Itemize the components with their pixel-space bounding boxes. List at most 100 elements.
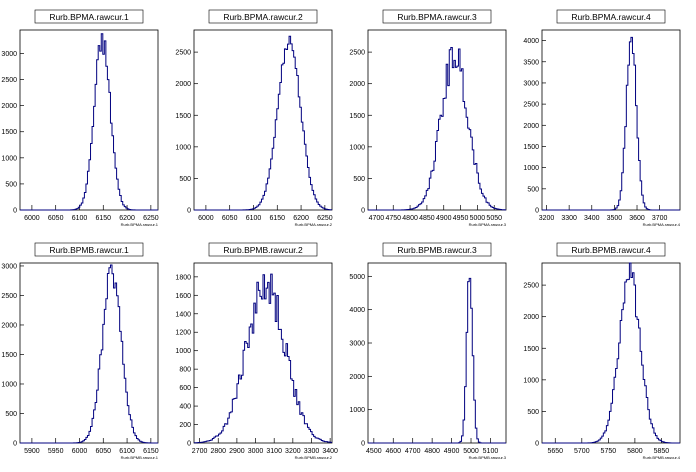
x-tick-label: 4700 [405,448,421,455]
plot-frame [19,262,159,444]
x-tick-label: 5700 [574,448,590,455]
y-tick-label: 3500 [523,59,539,66]
x-tick-label: 3300 [304,448,320,455]
x-tick-label: 3300 [561,215,577,222]
x-tick-label: 5750 [601,448,617,455]
histogram-line [194,273,332,444]
x-tick-label: 6100 [72,215,88,222]
y-tick-label: 1000 [175,348,191,355]
x-tick-label: 4500 [366,448,382,455]
y-tick-label: 1600 [175,293,191,300]
x-tick-label: 4750 [385,215,401,222]
y-tick-label: 1000 [349,407,365,414]
x-tick-label: 6100 [119,448,135,455]
y-tick-label: 3000 [523,80,539,87]
x-tick-label: 6150 [143,448,159,455]
x-axis-label: Rurb.BPMB.rawcur.1 [121,455,159,460]
title-box [34,242,144,257]
y-tick-label: 3000 [349,341,365,348]
chart-title: Rurb.BPMA.rawcur.4 [571,12,651,22]
x-tick-label: 2700 [192,448,208,455]
plot-frame [193,262,333,444]
x-tick-label: 5900 [24,448,40,455]
histogram-line [194,35,332,211]
chart-title: Rurb.BPMB.rawcur.3 [397,245,477,255]
x-axis-label: Rurb.BPMA.rawcur.2 [295,222,333,227]
y-tick-label: 1500 [175,113,191,120]
x-tick-label: 6000 [72,448,88,455]
y-tick-label: 0 [361,208,365,215]
x-axis-label: Rurb.BPMA.rawcur.3 [469,222,507,227]
x-axis-label: Rurb.BPMB.rawcur.2 [295,455,333,460]
y-tick-label: 2500 [523,283,539,290]
x-tick-label: 6000 [24,215,40,222]
x-axis-label: Rurb.BPMA.rawcur.1 [121,222,159,227]
x-tick-label: 3200 [285,448,301,455]
x-tick-label: 4700 [369,215,385,222]
plot-frame [193,29,333,211]
y-tick-label: 0 [535,208,539,215]
y-tick-label: 400 [179,404,191,411]
histogram-line [20,264,158,444]
y-tick-label: 500 [5,181,17,188]
x-tick-label: 4600 [385,448,401,455]
x-tick-label: 4900 [436,215,452,222]
chart-title: Rurb.BPMA.rawcur.1 [49,12,129,22]
y-tick-label: 1500 [349,113,365,120]
x-tick-label: 6150 [95,215,111,222]
y-tick-label: 0 [187,441,191,448]
y-tick-label: 600 [179,385,191,392]
y-tick-label: 1800 [175,274,191,281]
y-tick-label: 1000 [1,381,17,388]
y-tick-label: 0 [187,208,191,215]
y-tick-label: 0 [535,441,539,448]
x-tick-label: 4800 [424,448,440,455]
y-tick-label: 2000 [175,81,191,88]
plot-frame [367,262,507,444]
y-tick-label: 1400 [175,311,191,318]
title-box [208,9,318,24]
y-tick-label: 0 [361,441,365,448]
y-tick-label: 2000 [1,322,17,329]
title-box [556,9,666,24]
x-tick-label: 4950 [453,215,469,222]
x-tick-label: 6150 [269,215,285,222]
x-tick-label: 5800 [627,448,643,455]
title-box [208,242,318,257]
chart-title: Rurb.BPMB.rawcur.4 [571,245,651,255]
chart-title: Rurb.BPMB.rawcur.2 [223,245,303,255]
y-tick-label: 200 [179,422,191,429]
x-tick-label: 3600 [629,215,645,222]
histogram-line [542,36,680,211]
x-tick-label: 6250 [143,215,159,222]
title-box [34,9,144,24]
x-tick-label: 4800 [402,215,418,222]
x-tick-label: 4900 [444,448,460,455]
y-tick-label: 2500 [349,50,365,57]
y-tick-label: 500 [179,176,191,183]
y-tick-label: 1000 [1,155,17,162]
histogram-line [542,262,680,444]
x-axis-label: Rurb.BPMA.rawcur.4 [643,222,681,227]
chart-title: Rurb.BPMA.rawcur.2 [223,12,303,22]
x-tick-label: 4850 [419,215,435,222]
x-tick-label: 5000 [470,215,486,222]
histogram-line [368,277,506,444]
y-tick-label: 3000 [1,263,17,270]
y-tick-label: 1500 [1,352,17,359]
plot-frame [541,262,681,444]
x-tick-label: 5050 [486,215,502,222]
x-tick-label: 3100 [266,448,282,455]
y-tick-label: 1500 [523,144,539,151]
y-tick-label: 1500 [1,129,17,136]
y-tick-label: 500 [5,411,17,418]
x-tick-label: 6000 [198,215,214,222]
x-tick-label: 2900 [229,448,245,455]
y-tick-label: 2000 [523,123,539,130]
y-tick-label: 2000 [349,374,365,381]
y-tick-label: 1000 [523,165,539,172]
x-tick-label: 3400 [322,448,338,455]
histogram-line [368,46,506,211]
chart-title: Rurb.BPMB.rawcur.1 [49,245,129,255]
